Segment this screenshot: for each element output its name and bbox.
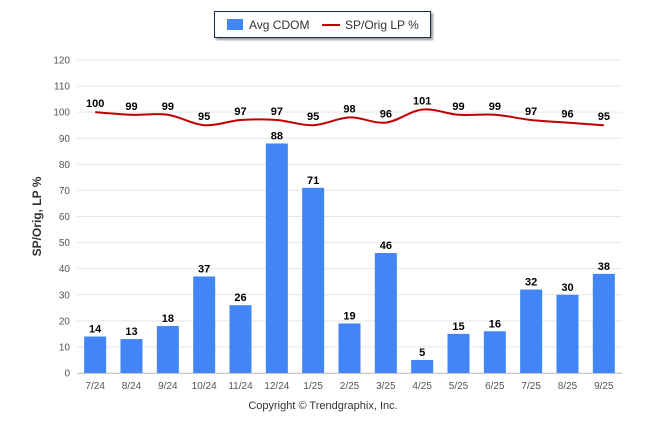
legend-bar-label: Avg CDOM <box>249 17 310 32</box>
x-tick-label: 3/25 <box>376 381 396 392</box>
line-value-label: 97 <box>271 106 283 118</box>
bar-value-label: 13 <box>125 326 137 338</box>
line-value-label: 97 <box>234 106 246 118</box>
bar <box>265 143 288 373</box>
x-tick-label: 9/24 <box>158 381 178 392</box>
x-tick-label: 6/25 <box>485 381 505 392</box>
x-tick-label: 7/25 <box>521 381 541 392</box>
bar-value-label: 5 <box>419 347 425 359</box>
x-tick-label: 2/25 <box>340 381 360 392</box>
y-tick-label: 20 <box>59 316 71 327</box>
y-tick-label: 120 <box>53 56 70 67</box>
copyright-text: Copyright © Trendgraphix, Inc. <box>248 400 398 412</box>
y-tick-label: 100 <box>53 108 70 119</box>
y-tick-label: 50 <box>59 238 71 249</box>
line-value-label: 95 <box>198 111 210 123</box>
legend: Avg CDOM SP/Orig LP % <box>214 11 431 38</box>
bar <box>556 294 579 373</box>
bar <box>411 359 434 373</box>
y-tick-label: 40 <box>59 264 71 275</box>
bar <box>338 323 361 373</box>
bar-value-label: 38 <box>598 261 610 273</box>
y-tick-label: 110 <box>54 82 70 93</box>
line-value-label: 101 <box>413 96 431 108</box>
bar <box>302 187 325 373</box>
bar <box>374 253 397 373</box>
bar-value-label: 46 <box>380 240 392 252</box>
x-tick-label: 9/25 <box>594 381 614 392</box>
line-value-label: 95 <box>598 111 610 123</box>
bar <box>447 333 470 373</box>
line-series-sp-orig-lp <box>95 108 604 127</box>
x-tick-label: 7/24 <box>85 381 105 392</box>
line-value-label: 99 <box>452 101 464 113</box>
legend-line-label: SP/Orig LP % <box>345 17 419 32</box>
y-tick-label: 90 <box>59 134 71 145</box>
bar <box>84 336 107 373</box>
x-tick-label: 5/25 <box>449 381 469 392</box>
line-value-label: 96 <box>561 109 573 121</box>
line-value-label: 100 <box>86 98 104 110</box>
line-value-label: 99 <box>489 101 501 113</box>
bar <box>520 289 543 373</box>
y-tick-label: 70 <box>59 186 71 197</box>
bar-value-label: 88 <box>271 130 283 142</box>
bar <box>156 326 179 373</box>
bar <box>193 276 216 373</box>
bar <box>483 331 506 373</box>
line-value-label: 97 <box>525 106 537 118</box>
line-value-label: 98 <box>343 103 355 115</box>
x-tick-label: 12/24 <box>264 381 289 392</box>
x-tick-label: 4/25 <box>412 381 432 392</box>
line-value-label: 99 <box>162 101 174 113</box>
bar-value-label: 71 <box>307 175 319 187</box>
legend-line-swatch <box>322 23 340 26</box>
y-tick-label: 10 <box>59 342 71 353</box>
bar-value-label: 26 <box>234 292 246 304</box>
bar-value-label: 37 <box>198 263 210 275</box>
legend-item-sp-orig-lp[interactable]: SP/Orig LP % <box>322 12 419 37</box>
x-tick-label: 1/25 <box>303 381 323 392</box>
bar-value-label: 14 <box>89 323 102 335</box>
x-tick-label: 11/24 <box>228 381 253 392</box>
bar <box>229 305 252 373</box>
y-tick-label: 0 <box>64 369 70 380</box>
bar <box>592 273 615 373</box>
legend-item-avg-cdom[interactable]: Avg CDOM <box>227 12 309 37</box>
y-axis-title: SP/Orig, LP % <box>30 176 44 256</box>
bar <box>120 339 143 373</box>
line-value-label: 99 <box>125 101 137 113</box>
x-tick-label: 10/24 <box>192 381 217 392</box>
legend-bar-swatch <box>227 19 243 30</box>
x-tick-label: 8/25 <box>558 381 578 392</box>
y-tick-label: 80 <box>59 160 71 171</box>
x-tick-label: 8/24 <box>122 381 142 392</box>
y-tick-label: 30 <box>59 290 71 301</box>
y-tick-label: 60 <box>59 212 71 223</box>
bar-value-label: 16 <box>489 318 501 330</box>
line-value-label: 95 <box>307 111 319 123</box>
line-value-label: 96 <box>380 109 392 121</box>
bar-value-label: 30 <box>561 282 573 294</box>
bar-value-label: 32 <box>525 277 537 289</box>
bar-value-label: 15 <box>452 321 464 333</box>
bar-value-label: 19 <box>343 310 355 322</box>
bar-value-label: 18 <box>162 313 174 325</box>
